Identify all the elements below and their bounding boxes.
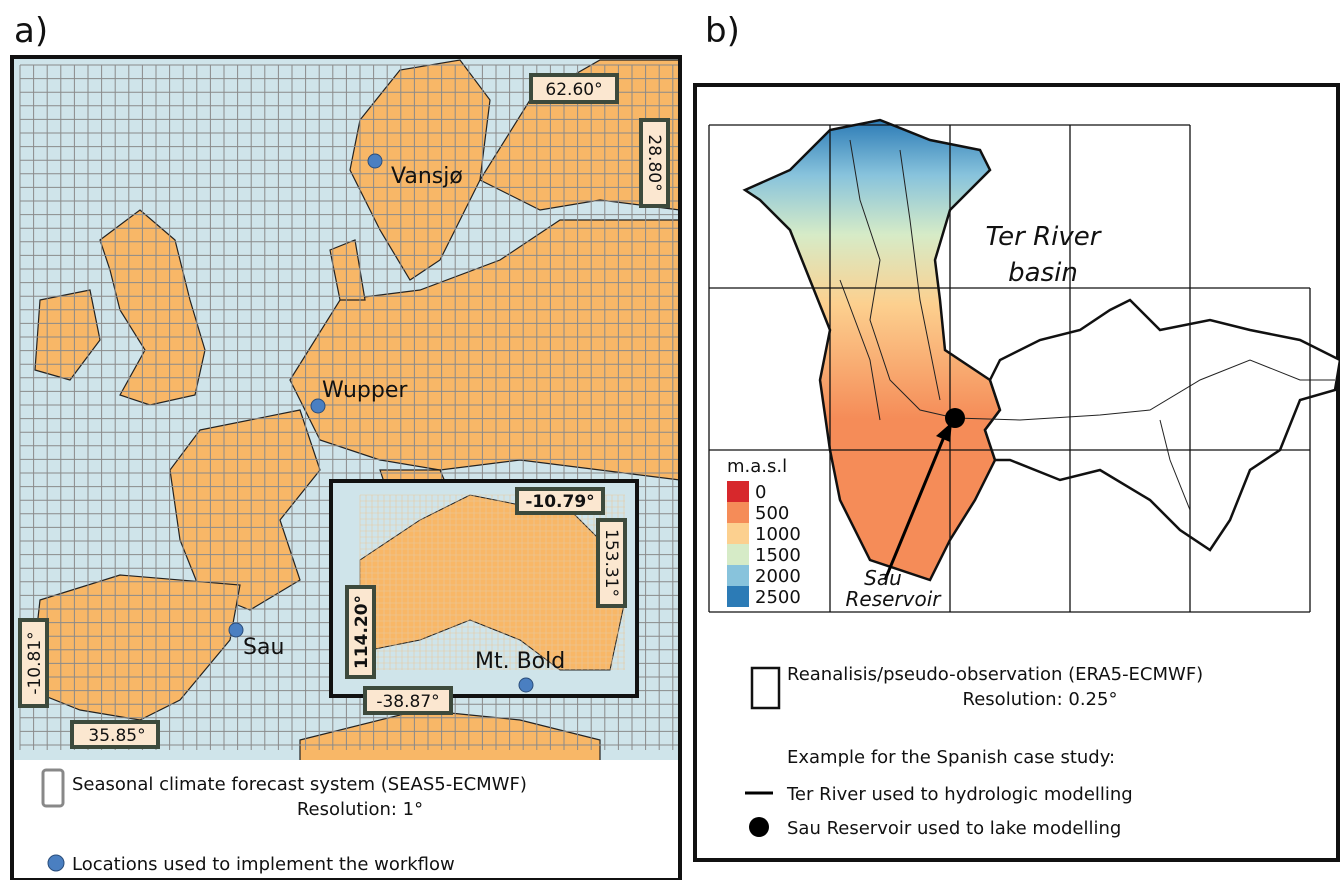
reservoir-label: Reservoir [846, 587, 943, 611]
coord-label: 114.20° [352, 595, 372, 669]
legend-level: 0 [755, 482, 766, 503]
coord-label: 35.85° [88, 726, 145, 746]
location-label: Wupper [322, 378, 408, 403]
legend-swatch [727, 523, 749, 544]
reanalysis-grid [708, 124, 1311, 613]
legend-grid-symbol [41, 768, 65, 808]
legend-reservoir-symbol [749, 817, 769, 837]
label-box [18, 618, 49, 708]
location-marker [518, 677, 534, 693]
coord-label: -38.87° [376, 692, 439, 712]
arrow-head [936, 422, 952, 442]
label-box [345, 585, 376, 679]
panel-label: b) [705, 11, 740, 51]
legend-level: 500 [755, 503, 789, 524]
rivers [839, 139, 1335, 511]
legend-swatch [727, 565, 749, 586]
legend-swatch [727, 586, 749, 607]
legend-level: 1500 [755, 545, 801, 566]
coord-label: -10.79° [525, 492, 594, 512]
coord-label: 62.60° [545, 80, 602, 100]
legend-text: Seasonal climate forecast system (SEAS5-… [72, 774, 527, 795]
panel-frame [693, 83, 1340, 862]
legend-text: Resolution: 0.25° [963, 689, 1118, 710]
legend-level: 2500 [755, 587, 801, 608]
location-label: Vansjø [391, 164, 463, 189]
legend-swatch [727, 544, 749, 565]
legend-text: Sau Reservoir used to lake modelling [787, 818, 1121, 839]
elevation-legend-title: m.a.s.l [727, 456, 787, 477]
legend-grid-symbol [750, 666, 781, 710]
arrow [883, 431, 948, 581]
legend-swatch [727, 481, 749, 502]
label-box [529, 73, 619, 104]
panel-frame [10, 55, 682, 880]
reservoir-label: Sau [864, 566, 902, 590]
legend-text: Example for the Spanish case study: [787, 747, 1115, 768]
legend-location-symbol [47, 854, 65, 872]
legend-level: 2000 [755, 566, 801, 587]
legend-text: Reanalisis/pseudo-observation (ERA5-ECMW… [787, 664, 1203, 685]
legend-level: 1000 [755, 524, 801, 545]
basin-outline [983, 298, 1340, 552]
reservoir-marker [945, 408, 965, 428]
legend-swatch [727, 502, 749, 523]
basin-label: Ter River [986, 222, 1103, 252]
coord-label: 28.80° [644, 134, 664, 191]
location-label: Mt. Bold [475, 649, 565, 674]
legend-text: Ter River used to hydrologic modelling [786, 784, 1133, 805]
coord-label: 153.31° [601, 529, 621, 597]
label-box [596, 518, 627, 608]
legend-text: Locations used to implement the workflow [72, 854, 455, 875]
label-box [515, 487, 605, 515]
panel-label: a) [14, 11, 48, 51]
legend-text: Resolution: 1° [297, 799, 423, 820]
location-label: Sau [243, 635, 284, 660]
label-box [70, 720, 160, 749]
label-box [639, 118, 670, 208]
label-box [363, 686, 453, 715]
coord-label: -10.81° [25, 631, 45, 694]
basin-label: basin [1008, 258, 1078, 288]
